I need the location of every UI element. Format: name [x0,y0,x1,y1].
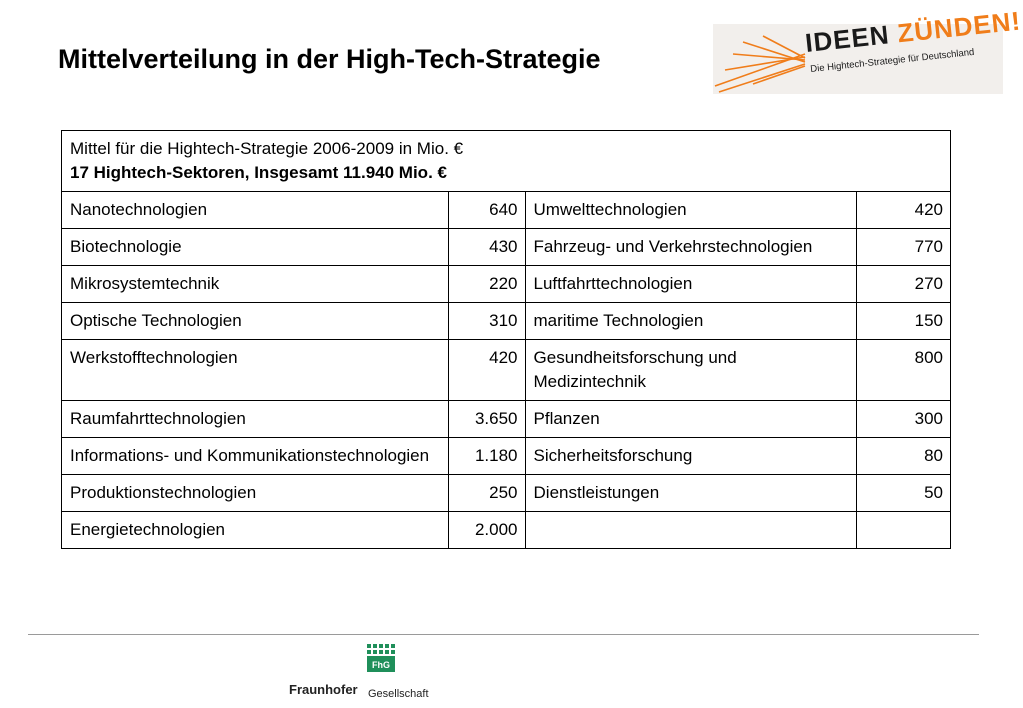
sector-amount-cell: 2.000 [447,511,526,549]
table-row: Energietechnologien 2.000 [61,511,951,549]
table-header-subtitle: Mittel für die Hightech-Strategie 2006-2… [70,139,464,158]
fraunhofer-gesellschaft: Gesellschaft [368,688,429,700]
emblem-text: FhG [372,660,390,670]
fraunhofer-name: Fraunhofer [289,682,358,697]
sector-amount-cell: 770 [856,228,951,266]
ideen-zuenden-logo: IDEEN ZÜNDEN! Die Hightech-Strategie für… [713,6,1022,94]
sector-label-cell: Umwelttechnologien [524,191,858,229]
sector-label-cell: maritime Technologien [524,302,858,340]
table-row: Optische Technologien 310 maritime Technol… [61,302,951,340]
sector-label-cell: Optische Technologien [61,302,449,340]
sector-amount-cell [856,511,951,549]
table-row: Mikrosystemtechnik 220 Luftfahrttechnologi… [61,265,951,303]
sector-amount-cell: 300 [856,400,951,438]
table-row: Nanotechnologien 640 Umwelttechnologien 420 [61,191,951,229]
sector-amount-cell: 1.180 [447,437,526,475]
sector-label-cell: Sicherheitsforschung [524,437,858,475]
sector-amount-cell: 310 [447,302,526,340]
sector-label-cell: Informations- und Kommunikationstechnolo… [61,437,449,475]
fraunhofer-emblem-icon: FhG [366,643,396,673]
table-row: Werkstofftechnologien 420 Gesundheitsforsc… [61,339,951,401]
table-header-total: 17 Hightech-Sektoren, Insgesamt 11.940 M… [70,163,447,182]
sector-amount-cell: 420 [856,191,951,229]
spark-rays-icon [714,35,806,93]
sector-label-cell [524,511,858,549]
funding-table: Mittel für die Hightech-Strategie 2006-2… [61,130,951,549]
sector-label-cell: Mikrosystemtechnik [61,265,449,303]
sector-label-cell: Dienstleistungen [524,474,858,512]
sector-label-cell: Fahrzeug- und Verkehrstechnologien [524,228,858,266]
sector-amount-cell: 250 [447,474,526,512]
table-row: Produktionstechnologien 250 Dienstleistung… [61,474,951,512]
table-row: Raumfahrttechnologien 3.650 Pflanzen 300 [61,400,951,438]
sector-amount-cell: 640 [447,191,526,229]
logo-word-zuenden: ZÜNDEN! [895,5,1023,49]
sector-label-cell: Pflanzen [524,400,858,438]
footer-divider [28,634,979,635]
table-row: Biotechnologie 430 Fahrzeug- und Verkehrst… [61,228,951,266]
slide-title: Mittelverteilung in der High-Tech-Strate… [58,44,601,74]
sector-label-cell: Werkstofftechnologien [61,339,449,401]
sector-label-cell: Produktionstechnologien [61,474,449,512]
table-header-row: Mittel für die Hightech-Strategie 2006-2… [61,130,951,192]
sector-amount-cell: 150 [856,302,951,340]
table-row: Informations- und Kommunikationstechnolo… [61,437,951,475]
sector-amount-cell: 270 [856,265,951,303]
sector-label-cell: Luftfahrttechnologien [524,265,858,303]
sector-label-cell: Biotechnologie [61,228,449,266]
sector-amount-cell: 220 [447,265,526,303]
sector-amount-cell: 3.650 [447,400,526,438]
sector-label-cell: Nanotechnologien [61,191,449,229]
sector-amount-cell: 430 [447,228,526,266]
table-header-cell: Mittel für die Hightech-Strategie 2006-2… [61,130,951,192]
sector-amount-cell: 50 [856,474,951,512]
sector-label-cell: Gesundheitsforschung und Medizintechnik [524,339,858,401]
sector-amount-cell: 800 [856,339,951,401]
sector-label-cell: Raumfahrttechnologien [61,400,449,438]
sector-amount-cell: 80 [856,437,951,475]
sector-amount-cell: 420 [447,339,526,401]
sector-label-cell: Energietechnologien [61,511,449,549]
